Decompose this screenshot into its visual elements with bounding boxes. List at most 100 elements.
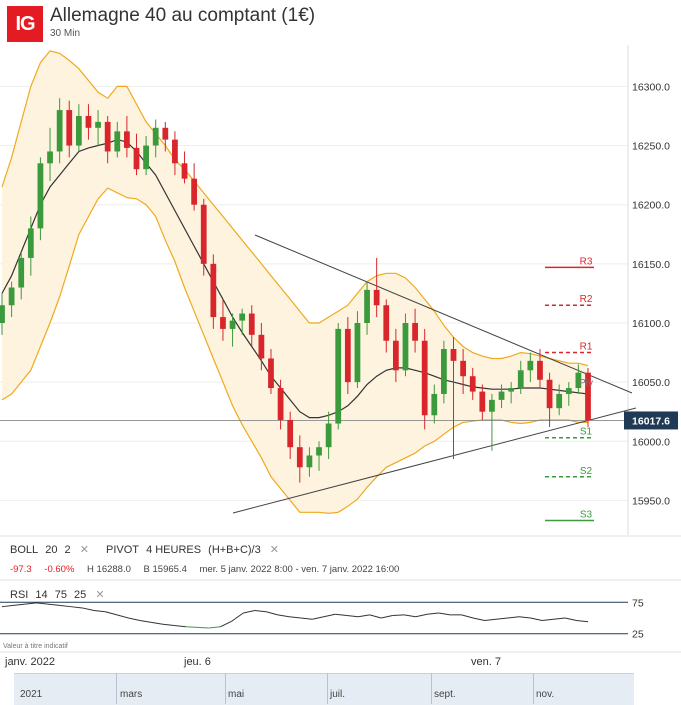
close-icon[interactable]: ✕ (79, 544, 89, 556)
candle-body (364, 289, 370, 323)
rsi-period: 14 (35, 589, 48, 601)
rsi-segment (277, 614, 290, 618)
bollinger-upper-line (1, 50, 589, 367)
candle-body (556, 393, 563, 409)
rsi-tick-label: 75 (632, 597, 644, 609)
navigator-label: sept. (434, 689, 456, 700)
rsi-segment (174, 625, 186, 628)
candle-body (0, 305, 5, 323)
rsi-segment (564, 617, 577, 622)
y-tick-label: 16200.0 (632, 200, 670, 212)
rsi-segment (289, 616, 301, 619)
candle-body (450, 349, 457, 361)
pivot-label: R3 (580, 256, 593, 267)
rsi-segment (427, 612, 439, 615)
candle-body (316, 447, 322, 456)
candle-body (373, 289, 380, 306)
y-tick-label: 16100.0 (632, 318, 670, 330)
candle-body (37, 163, 44, 229)
rsi-segment (139, 620, 152, 623)
rsi-segment (519, 616, 531, 619)
bollinger-lower-line (1, 187, 588, 515)
rsi-segment (24, 602, 37, 605)
candle-body (344, 328, 351, 383)
rsi-segment (472, 617, 485, 622)
rsi-segment (392, 614, 405, 616)
candle-body (527, 360, 534, 371)
candle-body (133, 147, 140, 170)
pivot-label: R1 (580, 342, 593, 353)
rsi-tick-label: 25 (632, 629, 644, 641)
rsi-segment (220, 620, 233, 628)
close-icon[interactable]: ✕ (95, 589, 105, 601)
rsi-segment (358, 614, 370, 618)
pivot-formula: (H+B+C)/3 (208, 544, 261, 556)
ig-logo: IG (7, 6, 43, 42)
boll-name: BOLL (10, 544, 39, 556)
candle-body (277, 388, 284, 420)
rsi-segment (266, 611, 278, 616)
rsi-segment (197, 626, 209, 629)
candle-body (114, 131, 121, 152)
candle-body (143, 145, 149, 170)
navigator-tick (431, 673, 432, 704)
candle-body (441, 349, 447, 394)
candle-body (383, 305, 390, 341)
navigator-label: mai (228, 689, 245, 700)
boll-stddev: 2 (64, 544, 71, 556)
candle-body (47, 151, 53, 164)
rsi-segment (381, 614, 393, 619)
rsi-segment (323, 613, 336, 618)
rsi-segment (105, 611, 118, 616)
candle-body (287, 419, 294, 448)
candle-body (8, 287, 15, 306)
y-tick-label: 16150.0 (632, 259, 670, 271)
candle-body (546, 379, 553, 409)
rsi-segment (496, 617, 508, 620)
candle-body (210, 263, 217, 318)
candle-body (575, 372, 582, 389)
close-icon[interactable]: ✕ (269, 544, 280, 556)
rsi-segment (346, 614, 359, 618)
candle-body (124, 131, 130, 148)
rsi-segment (59, 604, 71, 608)
candle-body (239, 313, 246, 321)
candle-body (104, 121, 111, 152)
candle-body (268, 358, 274, 389)
candle-body (431, 393, 438, 416)
candle-body (421, 340, 428, 416)
rsi-segment (300, 617, 313, 620)
rsi-segment (484, 618, 497, 622)
navigator-label: nov. (536, 689, 555, 700)
candle-body (412, 322, 418, 341)
candle-body (306, 455, 313, 468)
rsi-segment (231, 612, 244, 622)
rsi-segment (243, 609, 255, 614)
candle-body (152, 127, 159, 146)
rsi-segment (36, 602, 49, 605)
candle-body (469, 376, 476, 392)
navigator-bar[interactable] (14, 673, 634, 705)
low-value: B 15965.4 (143, 564, 187, 575)
candle-body (181, 163, 188, 179)
y-tick-label: 16300.0 (632, 81, 670, 93)
navigator-label: juil. (330, 689, 346, 700)
candle-body (162, 127, 169, 140)
candle-body (585, 372, 591, 421)
bollinger-middle-line (1, 138, 589, 419)
navigator-tick (533, 673, 534, 704)
pivot-timeframe: 4 HEURES (146, 544, 202, 556)
rsi-segment (162, 623, 175, 627)
candle-body (296, 447, 303, 468)
change-value: -97.3 (10, 564, 32, 575)
last-price-tag (624, 411, 678, 430)
candle-body (66, 110, 73, 146)
pivot-label: S2 (580, 466, 593, 477)
rsi-segment (93, 609, 106, 613)
navigator-label: 2021 (20, 689, 43, 700)
rsi-upper: 75 (54, 589, 67, 601)
candle-body (460, 360, 466, 377)
rsi-segment (576, 620, 589, 623)
candle-body (325, 423, 332, 448)
